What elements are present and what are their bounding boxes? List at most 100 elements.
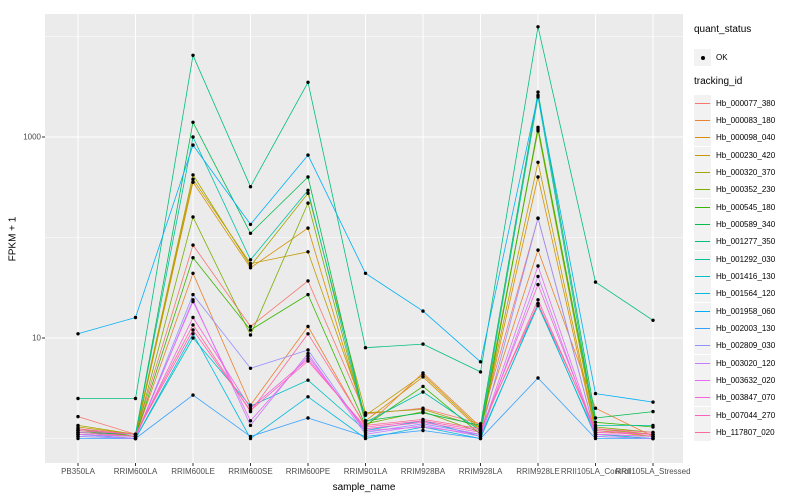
data-point: [421, 411, 425, 415]
legend-key-box: [694, 146, 711, 164]
legend-line-swatch: [695, 137, 710, 139]
x-tick-label: RRIM600LA: [113, 467, 158, 476]
legend-key-box: [694, 320, 711, 338]
data-point: [133, 315, 138, 320]
data-point: [306, 324, 310, 329]
data-point: [191, 323, 195, 327]
data-point: [248, 419, 253, 423]
data-point: [76, 414, 80, 419]
data-point: [191, 120, 195, 125]
data-point: [306, 332, 310, 336]
legend-line-swatch: [695, 310, 710, 312]
data-point: [306, 80, 310, 85]
legend-item-label: Hb_002003_130: [716, 324, 776, 334]
data-point: [191, 180, 195, 184]
data-point: [306, 416, 310, 420]
data-point: [593, 416, 598, 420]
data-point: [306, 378, 310, 382]
x-axis-title: sample_name: [332, 482, 396, 493]
data-point: [651, 318, 655, 322]
data-point: [191, 271, 195, 275]
legend-item-Hb_000230_420: Hb_000230_420: [694, 146, 775, 164]
data-point: [191, 393, 195, 397]
legend-key-box: [694, 389, 711, 407]
x-tick-label: PB350LA: [61, 467, 95, 476]
data-point: [306, 226, 310, 230]
legend-line-swatch: [695, 380, 710, 382]
data-point: [536, 248, 540, 252]
data-point: [536, 93, 540, 98]
legend-line-swatch: [695, 102, 710, 104]
data-point: [421, 390, 425, 394]
legend-item-label: Hb_000077_380: [716, 98, 776, 108]
data-point: [306, 175, 310, 179]
data-point: [536, 298, 540, 302]
data-point: [191, 332, 195, 336]
legend-line-swatch: [695, 241, 710, 243]
data-point: [191, 135, 195, 139]
data-point: [363, 346, 368, 350]
point-marker-icon: [700, 55, 705, 60]
x-tick-label: RRIM928BA: [400, 467, 446, 476]
legend-key-box: [694, 94, 711, 112]
legend-key-box: [694, 49, 711, 66]
data-point: [306, 191, 310, 195]
data-point: [478, 423, 483, 428]
legend-item-Hb_003020_120: Hb_003020_120: [694, 354, 775, 372]
legend-line-swatch: [695, 206, 710, 208]
legend-item-label: Hb_000083_180: [716, 115, 776, 125]
legend-key-box: [694, 302, 711, 320]
legend-key-box: [694, 337, 711, 355]
data-point: [593, 406, 598, 410]
legend-item-label: Hb_000545_180: [716, 202, 776, 212]
legend-item-label: Hb_000352_230: [716, 185, 776, 195]
legend-key-box: [694, 233, 711, 251]
data-point: [306, 201, 310, 205]
legend-item-label: Hb_000589_340: [716, 219, 776, 229]
data-point: [76, 427, 80, 431]
data-point: [191, 177, 195, 181]
data-point: [593, 391, 598, 396]
data-point: [536, 90, 540, 94]
legend-item-Hb_000320_370: Hb_000320_370: [694, 163, 775, 181]
data-point: [478, 427, 483, 431]
data-point: [248, 261, 253, 266]
legend-item-label: Hb_002809_030: [716, 341, 776, 351]
x-tick-label: RRIM928LE: [516, 467, 560, 476]
legend-item-Hb_002003_130: Hb_002003_130: [694, 320, 776, 338]
data-point: [536, 125, 540, 129]
data-point: [651, 423, 655, 428]
y-tick-label: 10: [32, 333, 41, 343]
legend-item-label: Hb_000098_040: [716, 133, 776, 143]
y-axis-title: FPKM + 1: [7, 216, 19, 261]
legend-key-box: [694, 406, 711, 424]
data-point: [536, 264, 540, 268]
legend-item-Hb_001292_030: Hb_001292_030: [694, 250, 775, 268]
legend-item-Hb_000589_340: Hb_000589_340: [694, 215, 776, 233]
x-tick-label: RRIM928LA: [458, 467, 503, 476]
data-point: [191, 173, 195, 177]
legend-item-Hb_001958_060: Hb_001958_060: [694, 302, 775, 320]
legend-item-Hb_003632_020: Hb_003632_020: [694, 372, 775, 390]
data-point: [248, 366, 253, 370]
data-point: [248, 423, 253, 428]
data-point: [248, 328, 253, 332]
legend-item-label: Hb_001564_120: [716, 289, 776, 299]
data-point: [593, 423, 598, 428]
data-point: [191, 315, 195, 320]
data-point: [306, 250, 310, 254]
legend-line-swatch: [695, 258, 710, 260]
data-point: [421, 342, 425, 346]
data-point: [191, 53, 195, 57]
legend-key-box: [694, 111, 711, 129]
legend-key-box: [694, 129, 711, 147]
data-point: [191, 256, 195, 260]
legend-item-Hb_000098_040: Hb_000098_040: [694, 129, 776, 147]
data-point: [363, 423, 368, 428]
data-point: [478, 370, 483, 374]
x-tick-label: RRIM901LA: [343, 467, 388, 476]
data-point: [191, 328, 195, 332]
data-point: [191, 299, 195, 304]
data-point: [536, 160, 540, 164]
legend-key-box: [694, 424, 711, 442]
